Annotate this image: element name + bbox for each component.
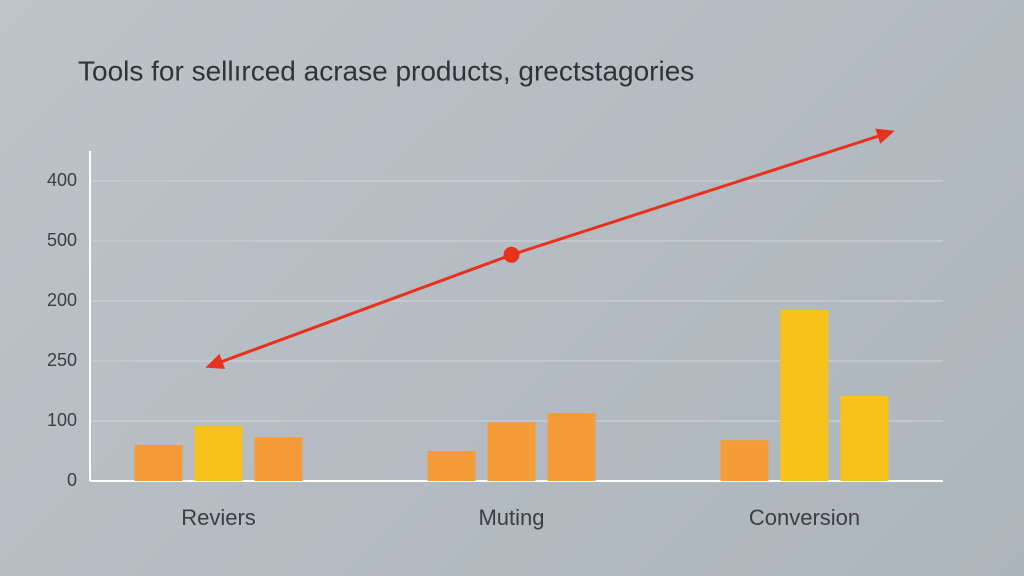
- bar: [840, 395, 889, 481]
- y-tick-label: 250: [47, 350, 77, 370]
- arrow-head: [875, 128, 895, 144]
- x-tick-label: Muting: [478, 505, 544, 530]
- bar: [720, 440, 769, 481]
- bar: [134, 445, 183, 481]
- bar: [487, 422, 536, 481]
- y-tick-label: 500: [47, 230, 77, 250]
- chart-title: Tools for sellırced acrase products, gre…: [78, 55, 694, 86]
- y-tick-label: 200: [47, 290, 77, 310]
- y-tick-label: 100: [47, 410, 77, 430]
- x-tick-label: Reviers: [181, 505, 256, 530]
- bar: [194, 425, 243, 481]
- bar: [254, 437, 303, 481]
- trend-point: [503, 246, 520, 263]
- y-tick-label: 400: [47, 170, 77, 190]
- y-tick-label: 0: [67, 470, 77, 490]
- bar: [780, 310, 829, 481]
- arrow-head: [205, 353, 226, 369]
- bar: [427, 451, 476, 481]
- bar: [547, 413, 596, 481]
- arrow-shaft: [804, 134, 879, 162]
- x-tick-label: Conversion: [749, 505, 860, 530]
